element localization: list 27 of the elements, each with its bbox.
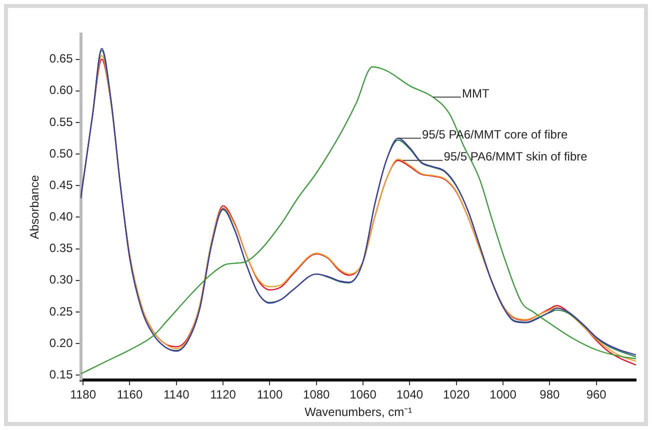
x-tick-label: 1120: [210, 388, 236, 402]
x-tick-label: 1040: [396, 388, 424, 402]
y-tick-label: 0.15: [49, 367, 74, 382]
y-tick-label: 0.40: [49, 210, 74, 224]
x-tick-label: 1140: [164, 388, 190, 402]
annotation: MMT: [462, 86, 490, 100]
annotation: 95/5 PA6/MMT skin of fibre: [444, 150, 588, 164]
x-tick-label: 960: [586, 388, 607, 402]
y-tick-label: 0.35: [49, 241, 74, 256]
x-tick-label: 1080: [303, 388, 330, 402]
y-tick-label: 0.25: [49, 304, 74, 318]
y-tick-label: 0.55: [49, 114, 74, 129]
x-tick-label: 1100: [256, 388, 283, 402]
x-tick-label: 1060: [350, 388, 377, 402]
x-tick-label: 1020: [443, 388, 470, 402]
y-axis-title: Absorbance: [28, 174, 42, 240]
y-tick-label: 0.65: [49, 52, 74, 66]
y-tick-label: 0.30: [49, 272, 74, 287]
y-tick-label: 0.50: [49, 146, 74, 160]
x-axis-title: Wavenumbers, cm⁻¹: [304, 405, 412, 420]
y-tick-label: 0.45: [49, 178, 74, 192]
y-tick-label: 0.60: [49, 83, 74, 98]
x-tick-label: 1000: [490, 388, 517, 402]
x-tick-label: 1160: [116, 388, 143, 402]
x-tick-label: 980: [540, 388, 560, 402]
y-tick-label: 0.20: [49, 336, 74, 350]
x-tick-label: 1180: [70, 388, 96, 402]
